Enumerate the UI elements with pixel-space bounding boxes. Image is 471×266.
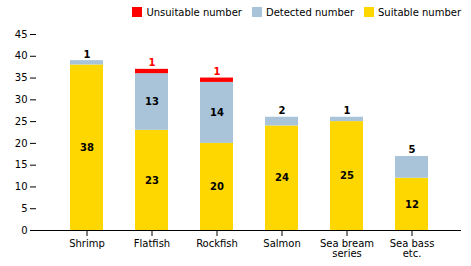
- svg-text:38: 38: [80, 142, 94, 153]
- svg-text:20: 20: [210, 181, 224, 192]
- html-text:Detected number: Detected number: [265, 6, 354, 18]
- svg-text:Shrimp: Shrimp: [69, 238, 105, 249]
- html-text:Unsuitable number: Unsuitable number: [146, 6, 242, 18]
- svg-text:5: 5: [21, 203, 27, 214]
- svg-text:2: 2: [279, 105, 286, 116]
- svg-text:1: 1: [149, 57, 156, 68]
- svg-text:Rockfish: Rockfish: [196, 238, 238, 249]
- svg-text:10: 10: [15, 181, 28, 192]
- svg-text:23: 23: [145, 175, 159, 186]
- svg-text:1: 1: [214, 66, 221, 77]
- html-text:Suitable number: Suitable number: [378, 6, 461, 18]
- svg-text:14: 14: [210, 107, 224, 118]
- svg-text:5: 5: [409, 144, 416, 155]
- svg-text:Salmon: Salmon: [263, 238, 300, 249]
- svg-text:45: 45: [15, 29, 28, 40]
- svg-text:0: 0: [21, 225, 27, 236]
- svg-text:1: 1: [344, 105, 351, 116]
- svg-text:Sea breamseries: Sea breamseries: [320, 238, 374, 259]
- svg-text:Flatfish: Flatfish: [134, 238, 170, 249]
- svg-text:1: 1: [84, 49, 91, 60]
- svg-text:30: 30: [15, 94, 28, 105]
- svg-text:20: 20: [15, 138, 28, 149]
- svg-text:35: 35: [15, 72, 28, 83]
- svg-text:25: 25: [15, 116, 28, 127]
- svg-text:Sea bassetc.: Sea bassetc.: [390, 238, 435, 259]
- svg-text:12: 12: [405, 199, 419, 210]
- svg-text:15: 15: [15, 159, 28, 170]
- svg-text:13: 13: [145, 96, 159, 107]
- svg-text:25: 25: [340, 170, 354, 181]
- svg-text:40: 40: [15, 50, 28, 61]
- svg-text:24: 24: [275, 172, 289, 183]
